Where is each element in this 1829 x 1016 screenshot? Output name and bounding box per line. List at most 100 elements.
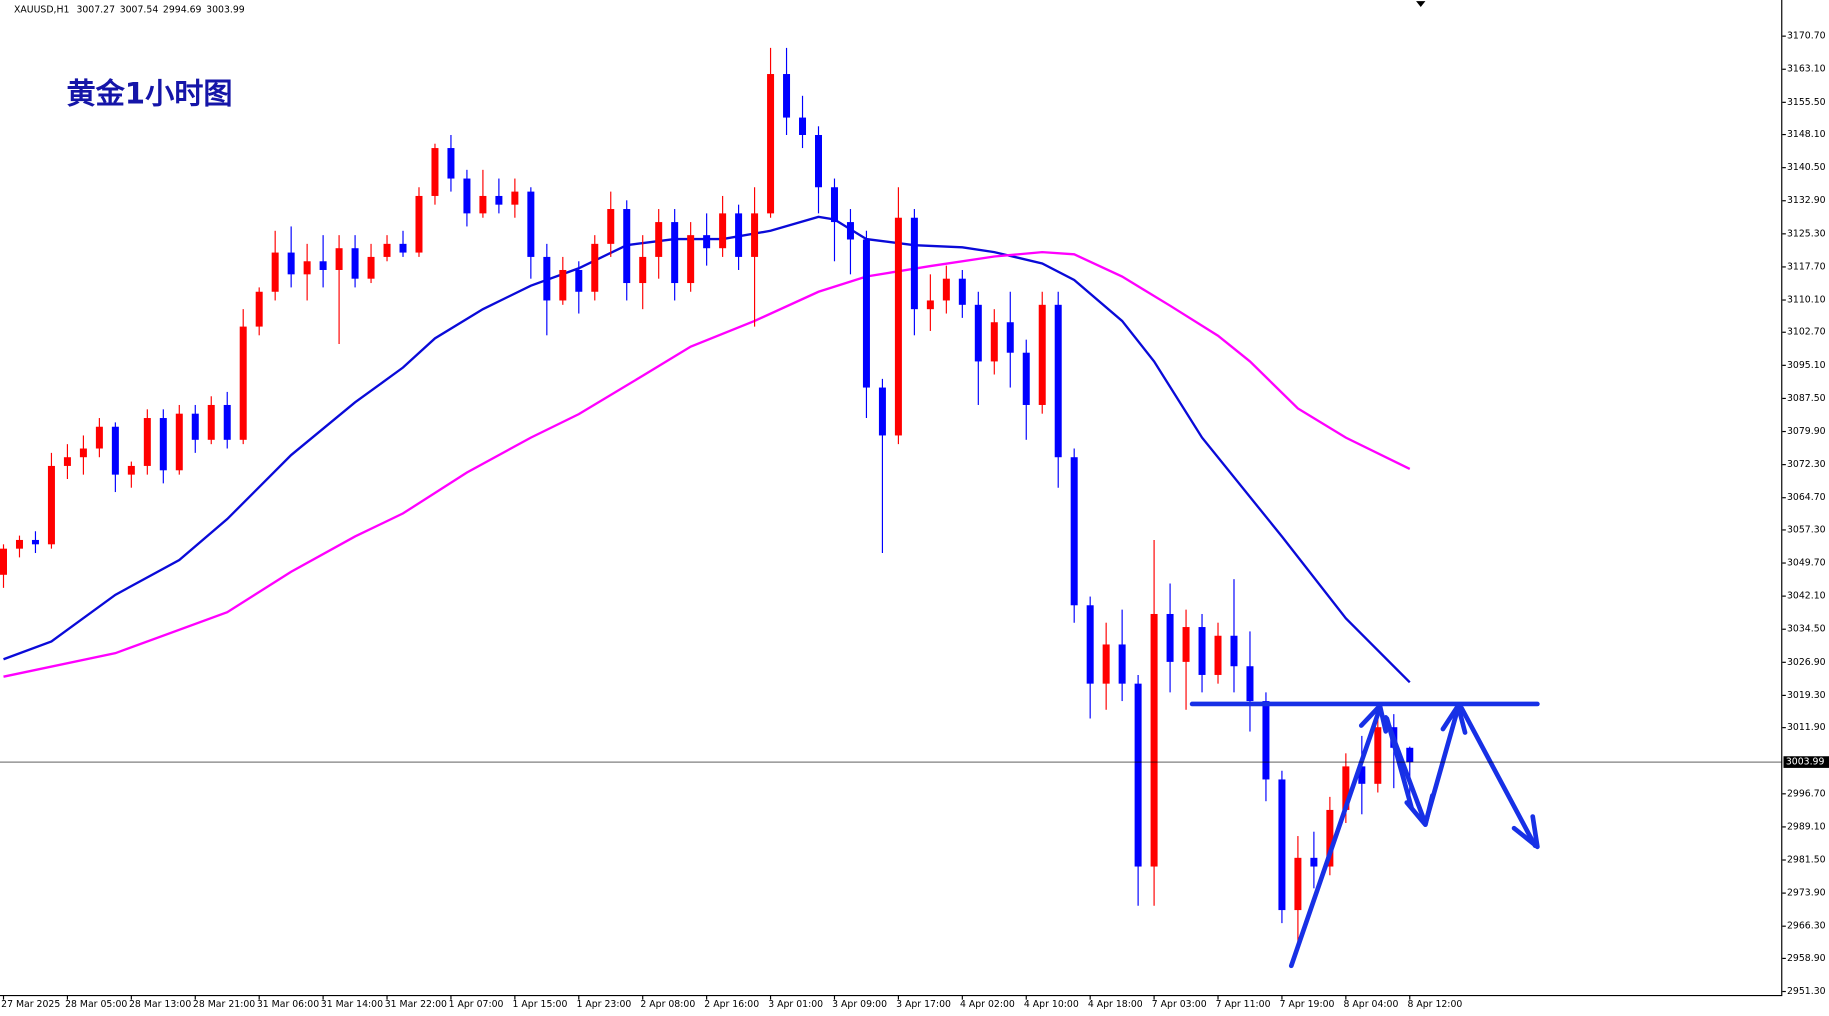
candle-body [495,195,503,205]
candle-body [926,300,934,310]
candle-body [862,239,870,388]
candle-body [207,404,215,440]
candle-body [1118,644,1126,684]
y-tick-label: 3155.50 [1787,97,1826,108]
candle-body [1406,747,1414,763]
y-tick-label: 3079.90 [1787,426,1826,437]
x-tick-label: 7 Apr 19:00 [1280,999,1335,1010]
x-tick-label: 1 Apr 15:00 [513,999,568,1010]
candle-body [607,209,615,244]
arrow-up [1423,705,1461,826]
x-tick-label: 7 Apr 11:00 [1216,999,1271,1010]
candle-body [1230,635,1238,667]
candle-body [815,134,823,188]
x-tick-label: 1 Apr 07:00 [449,999,504,1010]
candle-body [1006,322,1014,353]
candle-body [1246,666,1254,702]
y-tick-label: 2981.50 [1787,855,1826,866]
candle-body [415,195,423,253]
y-tick-label: 3163.10 [1787,64,1826,75]
candle-body [1166,613,1174,662]
candle-body [799,117,807,135]
candle-body [335,248,343,270]
candle-body [303,261,311,275]
candle-body [351,248,359,279]
arrow-down [1459,705,1538,849]
candle-body [159,418,167,471]
candle-body [783,74,791,118]
candle-body [974,304,982,362]
candle-body [1198,627,1206,675]
candle-body [191,413,199,440]
x-tick-label: 3 Apr 09:00 [832,999,887,1010]
x-tick-label: 4 Apr 18:00 [1088,999,1143,1010]
x-tick-label: 31 Mar 14:00 [321,999,383,1010]
candle-body [1310,857,1318,867]
candle-body [623,209,631,284]
y-tick-label: 3049.70 [1787,558,1826,569]
last-price-label: 3003.99 [1786,757,1825,768]
candle-body [95,426,103,449]
candle-body [719,213,727,249]
x-tick-label: 4 Apr 10:00 [1024,999,1079,1010]
candle-body [687,235,695,284]
candle-body [894,217,902,436]
y-tick-label: 3087.50 [1787,393,1826,404]
x-tick-label: 31 Mar 22:00 [385,999,447,1010]
x-tick-label: 7 Apr 03:00 [1152,999,1207,1010]
candle-body [271,252,279,292]
x-tick-label: 2 Apr 08:00 [640,999,695,1010]
y-tick-label: 2973.90 [1787,888,1826,899]
moving-average [3,215,1411,684]
x-tick-label: 8 Apr 04:00 [1344,999,1399,1010]
candle-body [175,413,183,471]
x-tick-label: 3 Apr 17:00 [896,999,951,1010]
candle-body [830,187,838,223]
candle-body [0,548,7,575]
arrow-head [1440,703,1468,735]
x-tick-label: 27 Mar 2025 [1,999,60,1010]
arrow-down [1384,716,1414,810]
candle-body [63,457,71,466]
candle-body [1022,352,1030,405]
candle-body [447,148,455,179]
candle-body [479,195,487,214]
y-tick-label: 3095.10 [1787,360,1826,371]
x-tick-label: 28 Mar 05:00 [65,999,127,1010]
candle-body [511,191,519,205]
x-tick-label: 4 Apr 02:00 [960,999,1015,1010]
chart-title: 黄金1小时图 [66,77,232,111]
candle-body [591,243,599,292]
candle-body [1214,635,1222,675]
x-tick-label: 3 Apr 01:00 [768,999,823,1010]
y-tick-label: 3019.30 [1787,690,1826,701]
shift-marker [1416,1,1426,8]
candle-body [1358,766,1366,784]
x-tick-label: 2 Apr 16:00 [704,999,759,1010]
candle-body [463,178,471,214]
chart-header: XAUUSD,H1 3007.27 3007.54 2994.69 3003.99 [14,4,245,15]
candle-body [559,269,567,301]
y-tick-label: 3057.30 [1787,524,1826,535]
candle-body [1038,304,1046,405]
candle-body [846,222,854,240]
candle-body [639,256,647,284]
header-low: 2994.69 [163,4,202,15]
candle-body [543,256,551,301]
candle-body [431,148,439,196]
x-tick-label: 28 Mar 13:00 [129,999,191,1010]
y-tick-label: 3110.10 [1787,295,1826,306]
y-tick-label: 2996.70 [1787,788,1826,799]
candle-body [878,387,886,436]
candle-body [255,291,263,327]
candle-body [127,465,135,475]
candle-body [735,213,743,257]
last-price-box [1783,756,1829,768]
candle-body [751,213,759,257]
candle-body [990,322,998,362]
candle-body [383,243,391,257]
candle-body [143,418,151,466]
y-tick-label: 3102.70 [1787,327,1826,338]
